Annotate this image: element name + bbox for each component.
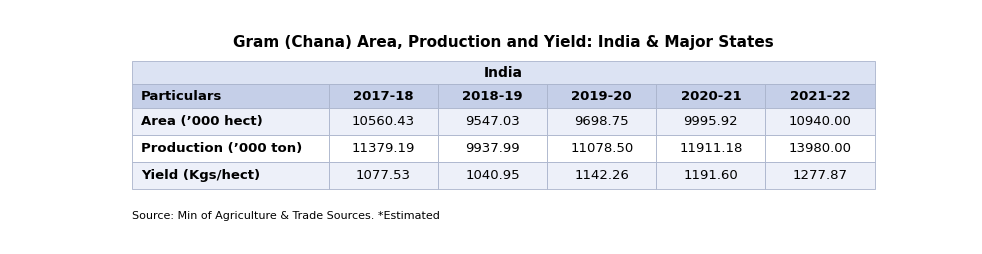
Bar xyxy=(766,135,875,162)
Text: 9937.99: 9937.99 xyxy=(465,142,519,155)
Text: 9995.92: 9995.92 xyxy=(683,115,738,128)
Text: 10940.00: 10940.00 xyxy=(789,115,851,128)
Text: 1277.87: 1277.87 xyxy=(792,169,847,182)
Text: 2021-22: 2021-22 xyxy=(790,90,850,103)
Bar xyxy=(132,84,329,108)
Bar xyxy=(547,135,656,162)
Bar xyxy=(438,162,547,189)
Text: 11078.50: 11078.50 xyxy=(571,142,633,155)
Bar xyxy=(547,108,656,135)
Bar xyxy=(329,108,438,135)
Text: 11911.18: 11911.18 xyxy=(680,142,742,155)
Text: Particulars: Particulars xyxy=(141,90,222,103)
Bar xyxy=(329,84,438,108)
Bar xyxy=(132,135,329,162)
Text: 11379.19: 11379.19 xyxy=(352,142,415,155)
Bar xyxy=(656,84,766,108)
Text: 2018-19: 2018-19 xyxy=(463,90,522,103)
Text: India: India xyxy=(484,66,522,80)
Text: Yield (Kgs/hect): Yield (Kgs/hect) xyxy=(141,169,260,182)
Bar xyxy=(438,135,547,162)
Bar xyxy=(766,162,875,189)
Bar xyxy=(547,162,656,189)
Text: 1040.95: 1040.95 xyxy=(465,169,519,182)
Text: 1077.53: 1077.53 xyxy=(355,169,410,182)
Bar xyxy=(329,162,438,189)
Text: Source: Min of Agriculture & Trade Sources. *Estimated: Source: Min of Agriculture & Trade Sourc… xyxy=(132,211,440,221)
Text: Area (’000 hect): Area (’000 hect) xyxy=(141,115,263,128)
Bar xyxy=(132,61,875,84)
Text: 9547.03: 9547.03 xyxy=(465,115,519,128)
Bar xyxy=(766,108,875,135)
Text: 13980.00: 13980.00 xyxy=(789,142,851,155)
Text: Gram (Chana) Area, Production and Yield: India & Major States: Gram (Chana) Area, Production and Yield:… xyxy=(233,35,774,50)
Bar xyxy=(656,108,766,135)
Text: 1191.60: 1191.60 xyxy=(683,169,738,182)
Bar xyxy=(547,84,656,108)
Bar xyxy=(132,108,329,135)
Bar xyxy=(656,135,766,162)
Text: 2017-18: 2017-18 xyxy=(353,90,413,103)
Text: 1142.26: 1142.26 xyxy=(574,169,629,182)
Bar xyxy=(656,162,766,189)
Bar xyxy=(132,162,329,189)
Text: 10560.43: 10560.43 xyxy=(352,115,414,128)
Bar xyxy=(438,108,547,135)
Bar xyxy=(329,135,438,162)
Text: 2019-20: 2019-20 xyxy=(572,90,632,103)
Text: 9698.75: 9698.75 xyxy=(574,115,629,128)
Bar xyxy=(438,84,547,108)
Text: Production (’000 ton): Production (’000 ton) xyxy=(141,142,302,155)
Bar xyxy=(766,84,875,108)
Text: 2020-21: 2020-21 xyxy=(681,90,741,103)
